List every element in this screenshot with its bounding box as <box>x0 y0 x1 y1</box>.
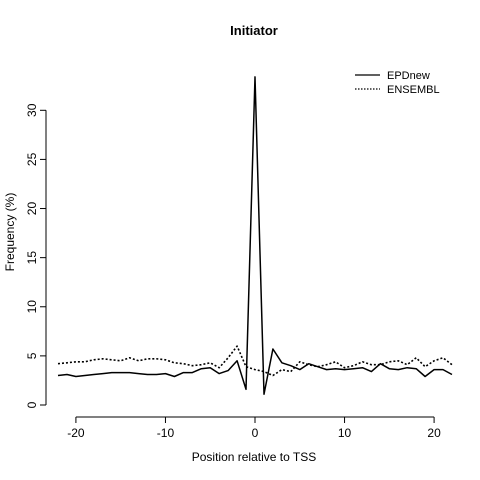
y-axis-label: Frequency (%) <box>3 193 17 272</box>
y-tick-label: 30 <box>25 103 39 117</box>
series-line-ensembl <box>57 345 453 377</box>
x-tick-label: -20 <box>67 426 85 440</box>
legend-label: EPDnew <box>387 70 430 82</box>
legend-label: ENSEMBL <box>387 84 440 96</box>
x-tick-label: 20 <box>427 426 441 440</box>
y-tick-label: 15 <box>25 251 39 265</box>
x-tick-label: 10 <box>338 426 352 440</box>
legend: EPDnew ENSEMBL <box>355 70 440 96</box>
axes: -20 -10 0 10 20 0 5 10 15 20 25 30 <box>25 103 441 440</box>
x-tick-label: 0 <box>252 426 259 440</box>
y-tick-label: 25 <box>25 152 39 166</box>
y-tick-label: 5 <box>25 352 39 359</box>
x-axis-label: Position relative to TSS <box>192 450 317 464</box>
chart-title: Initiator <box>230 23 278 38</box>
y-tick-label: 20 <box>25 202 39 216</box>
y-tick-label: 10 <box>25 300 39 314</box>
x-tick-label: -10 <box>157 426 175 440</box>
series-layer <box>57 76 453 395</box>
series-line-epdnew <box>57 76 453 395</box>
y-tick-label: 0 <box>25 401 39 408</box>
